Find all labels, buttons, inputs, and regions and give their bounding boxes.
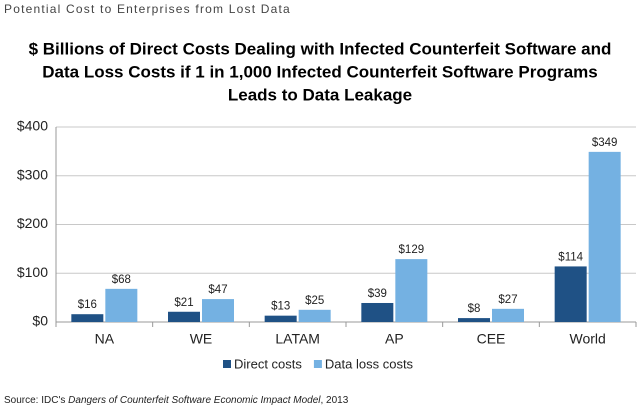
bar: [395, 259, 428, 322]
y-tick-label: $200: [17, 215, 48, 231]
value-label: $47: [208, 284, 227, 296]
source: Source: IDC's Dangers of Counterfeit Sof…: [4, 395, 349, 406]
value-label: $16: [78, 299, 97, 311]
legend-label: Direct costs: [234, 356, 302, 371]
y-tick-label: $400: [17, 118, 48, 134]
x-tick-label: World: [570, 331, 606, 347]
value-label: $27: [498, 294, 517, 306]
bar: [264, 315, 297, 322]
bar: [554, 266, 587, 322]
value-label: $129: [399, 244, 425, 256]
value-label: $68: [112, 274, 131, 286]
bar: [492, 308, 524, 322]
value-label: $13: [271, 301, 290, 313]
header: Potential Cost to Enterprises from Lost …: [4, 2, 291, 16]
chart-title: $ Billions of Direct Costs Dealing with …: [29, 39, 612, 58]
value-label: $349: [592, 137, 618, 149]
bar: [168, 311, 200, 322]
legend-swatch: [223, 360, 231, 368]
bar: [202, 299, 234, 322]
bar: [105, 288, 138, 322]
source-prefix: Source: IDC's: [4, 395, 68, 406]
bar: [588, 151, 621, 322]
x-tick-label: NA: [95, 331, 115, 347]
chart-title: Leads to Data Leakage: [228, 85, 412, 104]
chart-title: Data Loss Costs if 1 in 1,000 Infected C…: [42, 62, 597, 81]
y-tick-label: $0: [32, 313, 48, 329]
value-label: $25: [305, 295, 324, 307]
legend-label: Data loss costs: [325, 356, 414, 371]
bar: [458, 318, 490, 322]
value-label: $21: [174, 297, 193, 309]
bar: [298, 309, 331, 322]
value-label: $39: [368, 288, 387, 300]
y-tick-label: $300: [17, 166, 48, 182]
bar: [71, 314, 104, 322]
source-suffix: , 2013: [321, 395, 349, 406]
value-label: $8: [468, 303, 481, 315]
bar: [361, 302, 394, 322]
x-tick-label: AP: [385, 331, 404, 347]
x-tick-label: WE: [190, 331, 213, 347]
x-tick-label: CEE: [477, 331, 506, 347]
value-label: $114: [558, 251, 583, 263]
source-title: Dangers of Counterfeit Software Economic…: [68, 395, 321, 406]
y-tick-label: $100: [17, 264, 48, 280]
x-tick-label: LATAM: [275, 331, 320, 347]
legend-swatch: [313, 360, 322, 368]
